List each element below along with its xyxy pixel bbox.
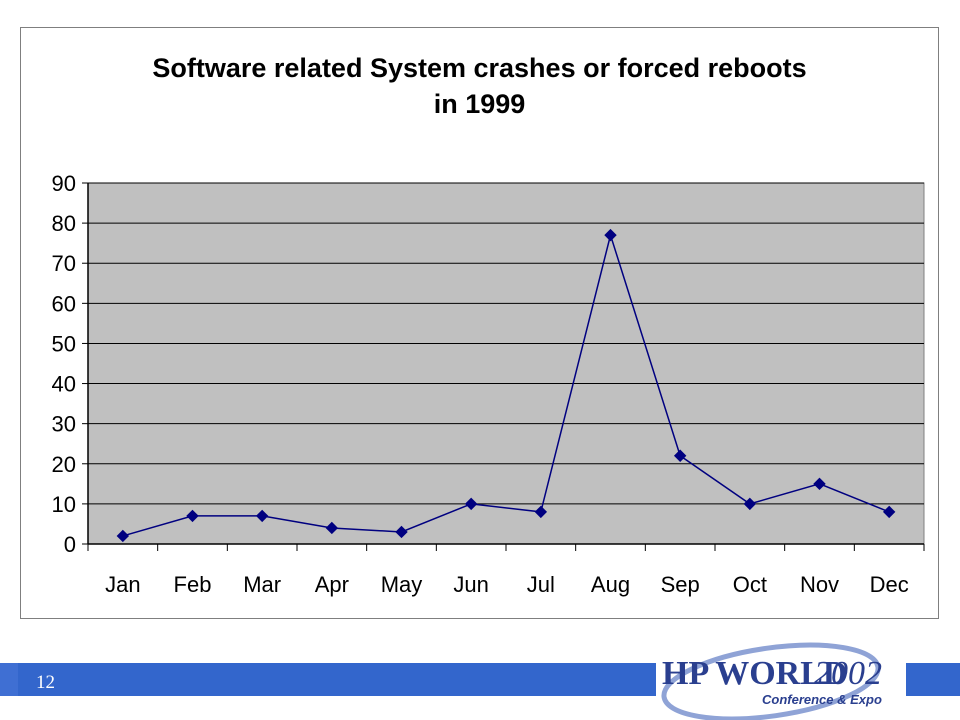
data-point-jun [464, 497, 478, 511]
x-tick-label: Jan [105, 572, 140, 597]
hp-world-logo: HP WORLD 2002 Conference & Expo [656, 640, 906, 720]
data-point-aug [604, 228, 617, 242]
data-point-may [395, 525, 408, 539]
y-tick-label: 0 [64, 532, 76, 557]
x-tick-label: May [381, 572, 423, 597]
x-tick-label: Aug [591, 572, 630, 597]
slide-number: 12 [36, 672, 55, 693]
x-tick-label: Jun [453, 572, 488, 597]
chart-title-line-1: Software related System crashes or force… [152, 53, 807, 83]
chart-title-line-2: in 1999 [433, 89, 526, 119]
x-tick-label: Apr [315, 572, 349, 597]
data-point-feb [186, 509, 199, 523]
y-tick-label: 80 [52, 211, 76, 236]
y-tick-label: 20 [52, 452, 76, 477]
data-point-mar [255, 509, 269, 523]
x-tick-label: Dec [870, 572, 909, 597]
y-tick-label: 30 [52, 412, 76, 437]
data-point-oct [743, 497, 757, 511]
logo-subtitle-text: Conference & Expo [762, 692, 882, 707]
data-point-jan [116, 529, 130, 543]
data-point-dec [882, 505, 896, 519]
data-point-jul [534, 505, 548, 519]
data-point-nov [813, 477, 826, 491]
plot-area [87, 182, 925, 545]
y-tick-label: 50 [52, 331, 76, 356]
series-line [122, 232, 890, 537]
x-tick-label: Oct [733, 572, 767, 597]
logo-brand-text: HP WORLD [662, 655, 847, 692]
data-point-apr [325, 521, 339, 535]
footer-bar-accent [0, 663, 18, 696]
x-tick-label: Jul [527, 572, 555, 597]
x-tick-label: Nov [800, 572, 839, 597]
y-tick-label: 70 [52, 251, 76, 276]
logo-year-text: 2002 [814, 655, 882, 692]
x-tick-label: Feb [174, 572, 212, 597]
y-tick-label: 40 [52, 372, 76, 397]
x-tick-label: Mar [243, 572, 281, 597]
logo-swoosh-icon [661, 642, 881, 720]
y-tick-label: 60 [52, 291, 76, 316]
x-tick-label: Sep [661, 572, 700, 597]
data-point-sep [673, 449, 687, 462]
y-tick-label: 90 [52, 171, 76, 196]
y-tick-label: 10 [52, 492, 76, 517]
chart-title: Software related System crashes or force… [20, 50, 939, 122]
